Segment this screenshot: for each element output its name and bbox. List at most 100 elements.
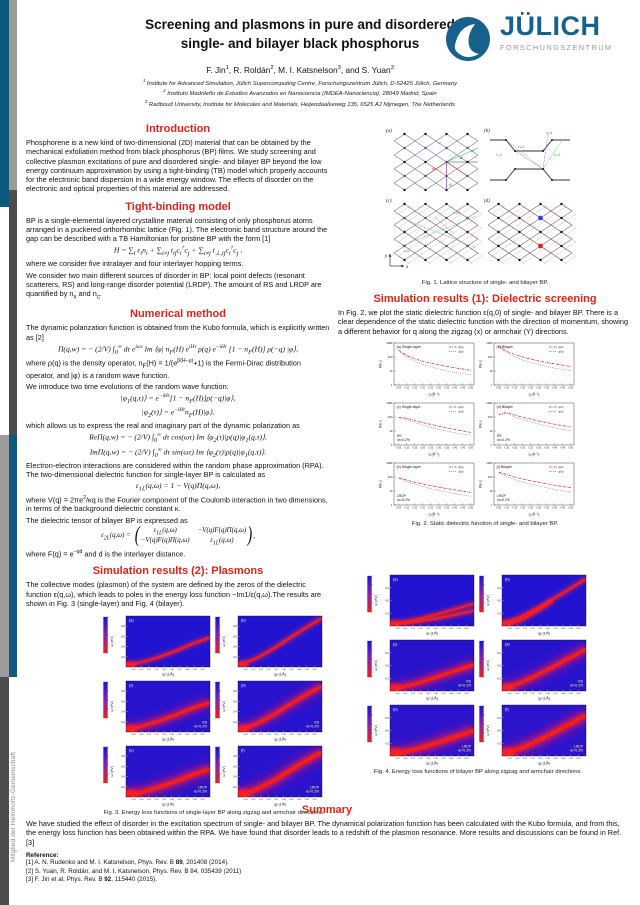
fig2-panel-(f) Bilayer: 11010010000.05 0.10 0.15 0.20 0.25 0.30 0.35 0.… — [478, 461, 575, 516]
julich-logo-text: JÜLICH FORSCHUNGSZENTRUM — [500, 11, 612, 51]
svg-text:0.6: 0.6 — [233, 634, 237, 638]
svg-text:0.35: 0.35 — [553, 758, 558, 760]
svg-text:0.05: 0.05 — [397, 507, 402, 509]
fig3-panel-(e): 0.2 0.4 0.6 0.8 0.05 0.10 0.15 0.20 0.25 0.30 0.35… — [103, 745, 211, 807]
svg-text:y: y — [384, 253, 388, 258]
svg-text:0.15: 0.15 — [411, 693, 416, 695]
svg-text:(f) Bilayer: (f) Bilayer — [497, 465, 513, 469]
svg-text:0.45: 0.45 — [193, 669, 198, 671]
svg-text:0.15: 0.15 — [147, 734, 152, 736]
svg-text:0.6: 0.6 — [497, 663, 501, 667]
svg-text:ω (eV): ω (eV) — [222, 636, 226, 647]
hamiltonian-equation: H = ∑i εini + ∑i≠j tijci†cj + ∑i≠j t⊥,ij… — [113, 245, 243, 258]
evolution-equation-2: |φ2(τ)⟩ = e−iHτnF(H)|φ⟩, — [141, 407, 215, 420]
svg-text:0.50: 0.50 — [200, 734, 205, 736]
svg-text:0.40: 0.40 — [449, 758, 454, 760]
svg-text:0.35: 0.35 — [545, 387, 550, 389]
svg-text:0.50: 0.50 — [469, 387, 474, 389]
svg-text:0.30: 0.30 — [434, 758, 439, 760]
svg-text:0.15: 0.15 — [413, 387, 418, 389]
svg-text:0.10: 0.10 — [403, 758, 408, 760]
svg-text:0.45: 0.45 — [457, 693, 462, 695]
svg-text:1000: 1000 — [386, 401, 393, 405]
svg-text:q//y: q//y — [559, 409, 564, 413]
svg-text:0.20: 0.20 — [419, 758, 424, 760]
svg-text:0.25: 0.25 — [538, 628, 543, 630]
sidebar-stripe-teal-top — [0, 0, 9, 207]
summary-text: We have studied the effect of disorder i… — [26, 819, 622, 847]
svg-text:qy (1/Å): qy (1/Å) — [274, 737, 286, 742]
svg-text:(b) Bilayer: (b) Bilayer — [497, 345, 514, 349]
svg-text:0.40: 0.40 — [553, 387, 558, 389]
svg-text:0.35: 0.35 — [441, 693, 446, 695]
reference-3: [3] F. Jin et al, Phys. Rev. B 92, 11544… — [26, 876, 158, 884]
svg-text:ω (eV): ω (eV) — [110, 766, 114, 777]
sidebar-stripe2-dark-mid — [9, 190, 17, 435]
svg-text:ω (eV): ω (eV) — [110, 636, 114, 647]
svg-text:t4: t4 — [432, 167, 435, 171]
svg-text:0.05: 0.05 — [132, 734, 137, 736]
svg-text:0.50: 0.50 — [469, 507, 474, 509]
svg-text:0.05: 0.05 — [244, 669, 249, 671]
svg-text:0.20: 0.20 — [531, 628, 536, 630]
svg-text:ω (eV): ω (eV) — [374, 725, 378, 736]
svg-text:1000: 1000 — [486, 461, 493, 465]
svg-text:0.3: 0.3 — [497, 676, 501, 680]
svg-text:0.45: 0.45 — [461, 447, 466, 449]
svg-text:0.8: 0.8 — [233, 624, 237, 628]
svg-text:0.35: 0.35 — [545, 507, 550, 509]
sidebar-stripe-gray-mid — [0, 435, 9, 677]
svg-text:0.8: 0.8 — [121, 689, 125, 693]
fig2-panel-(a) Single-layer: 11010010000.05 0.10 0.15 0.20 0.25 0.30 0.35 0.… — [378, 341, 475, 396]
svg-text:0.40: 0.40 — [297, 734, 302, 736]
svg-text:0.20: 0.20 — [419, 693, 424, 695]
svg-text:0.40: 0.40 — [185, 734, 190, 736]
svg-text:0.40: 0.40 — [561, 758, 566, 760]
svg-text:0.15: 0.15 — [523, 758, 528, 760]
svg-text:0.30: 0.30 — [170, 734, 175, 736]
svg-text:0.45: 0.45 — [457, 758, 462, 760]
svg-text:LRDP: LRDP — [310, 786, 320, 790]
fig3-panel-(b): 0.2 0.4 0.6 0.8 0.05 0.10 0.15 0.20 0.25 0.30 0.35… — [215, 615, 323, 677]
fig4-panel-(b): 0.30.60.90.05 0.10 0.15 0.20 0.25 0.30 0.35 0.4… — [479, 574, 587, 635]
svg-text:0.9: 0.9 — [497, 651, 501, 655]
svg-text:0.4: 0.4 — [121, 710, 125, 714]
fig4-panel-(e): 0.30.60.90.05 0.10 0.15 0.20 0.25 0.30 0.35 0.4… — [367, 704, 475, 765]
svg-text:0.10: 0.10 — [403, 628, 408, 630]
left-column: Introduction Phosphorene is a new kind o… — [26, 116, 330, 816]
svg-text:0.30: 0.30 — [537, 507, 542, 509]
svg-text:0.20: 0.20 — [267, 734, 272, 736]
reference-1: [1] A. N. Rudenko and M. I. Katsnelson, … — [26, 858, 229, 866]
svg-text:10: 10 — [389, 489, 393, 493]
svg-text:nx=0.2%: nx=0.2% — [570, 683, 583, 687]
svg-text:0.25: 0.25 — [429, 507, 434, 509]
svg-text:0.25: 0.25 — [162, 734, 167, 736]
fig2-panel-(e) Single-layer: 11010010000.05 0.10 0.15 0.20 0.25 0.30 0.35 0.… — [378, 461, 475, 516]
svg-text:q//x: q//x — [459, 345, 464, 349]
svg-text:qy (1/Å): qy (1/Å) — [538, 695, 550, 700]
svg-text:0.35: 0.35 — [445, 507, 450, 509]
kubo-intro-text: The dynamic polarization function is obt… — [26, 323, 330, 342]
svg-text:t5: t5 — [449, 183, 452, 187]
svg-text:0.15: 0.15 — [513, 387, 518, 389]
svg-text:0.3: 0.3 — [497, 741, 501, 745]
svg-text:10: 10 — [489, 369, 493, 373]
svg-text:0.25: 0.25 — [162, 799, 167, 801]
fig3-panel-(f): 0.2 0.4 0.6 0.8 0.05 0.10 0.15 0.20 0.25 0.30 0.35… — [215, 745, 323, 807]
julich-logo-icon — [446, 17, 490, 61]
svg-text:0.50: 0.50 — [464, 758, 469, 760]
svg-text:10: 10 — [389, 429, 393, 433]
svg-text:nc=0.2%: nc=0.2% — [570, 748, 583, 752]
svg-text:0.45: 0.45 — [561, 387, 566, 389]
references-heading: Reference: — [26, 851, 59, 859]
matrix-cell-22: ε1L(q,ω) — [210, 537, 234, 547]
matrix-cell-11: ε1L(q,ω) — [153, 526, 177, 537]
svg-text:nc=0.2%: nc=0.2% — [306, 790, 319, 794]
svg-text:(a): (a) — [129, 619, 134, 623]
svg-text:0.30: 0.30 — [434, 693, 439, 695]
svg-text:1: 1 — [391, 443, 393, 447]
svg-text:0.10: 0.10 — [139, 734, 144, 736]
disorder-sources-text: We consider two main different sources o… — [26, 270, 322, 301]
svg-text:0.4: 0.4 — [233, 645, 237, 649]
svg-text:0.05: 0.05 — [508, 758, 513, 760]
